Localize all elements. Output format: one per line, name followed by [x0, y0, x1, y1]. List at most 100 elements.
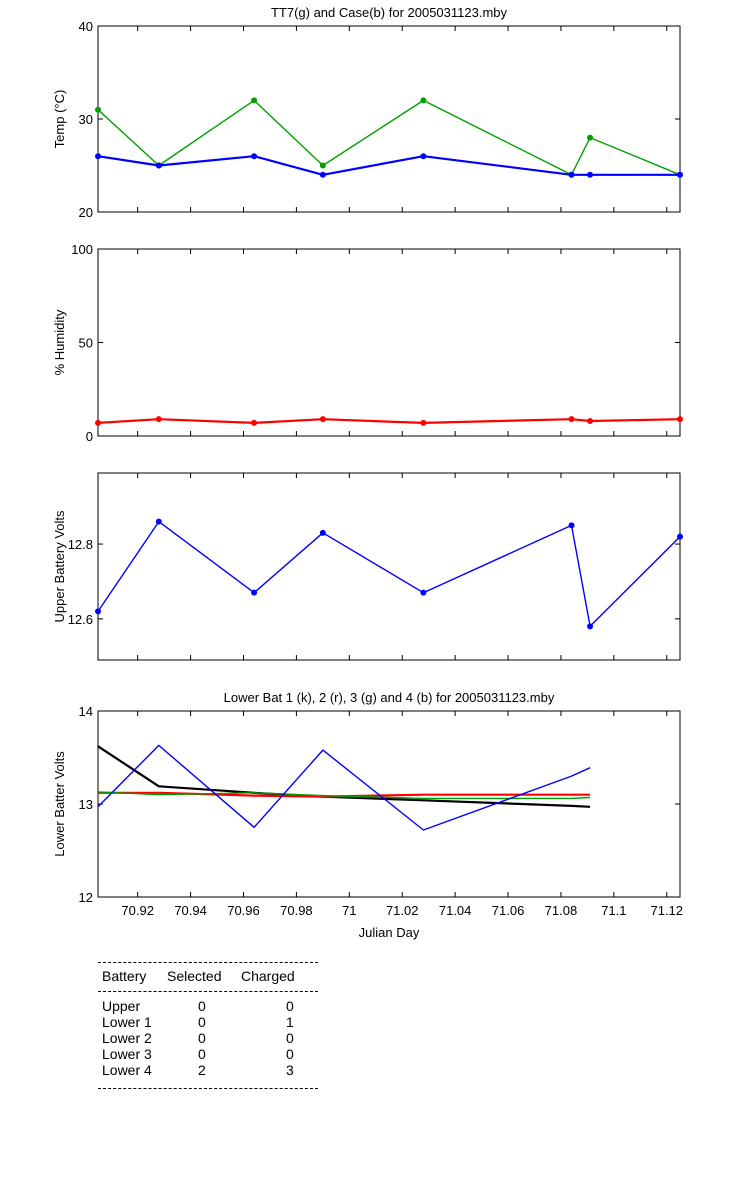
data-point: [420, 589, 427, 596]
data-point: [95, 153, 101, 160]
series-line-1: [97, 99, 681, 176]
axes-frame: [97, 472, 681, 661]
chart-figure: 20 30 40 TT7(g) and Case(b) for 2005031123.…: [52, 5, 683, 940]
data-point: [587, 623, 594, 630]
subplot-2: 0 50 100 % Humidity: [52, 242, 683, 444]
y-axis-label: Lower Batter Volts: [52, 751, 67, 857]
header-battery: Battery: [102, 968, 147, 984]
table-row: Lower 4 2 3: [98, 1062, 318, 1078]
x-axis-label: Julian Day: [359, 925, 420, 940]
header-selected: Selected: [167, 968, 222, 984]
y-axis-label: % Humidity: [52, 309, 67, 375]
chart-title: TT7(g) and Case(b) for 2005031123.mby: [271, 5, 508, 20]
series-line-2: [97, 155, 680, 176]
cell-selected: 2: [198, 1062, 206, 1078]
series-line-1: [97, 418, 681, 424]
battery-table: Battery Selected Charged Upper 0 0 Lower…: [98, 962, 318, 1089]
cell-selected: 0: [198, 1014, 206, 1030]
axes-frame: [97, 710, 681, 898]
x-tick-label: 70.98: [280, 903, 313, 918]
data-point: [568, 416, 575, 423]
table-header-row: Battery Selected Charged: [98, 968, 318, 984]
data-point: [319, 416, 326, 423]
data-point: [155, 518, 162, 525]
data-point: [677, 171, 683, 178]
table-row: Upper 0 0: [98, 998, 318, 1014]
cell-battery: Lower 1: [102, 1014, 152, 1030]
series-line-2: [98, 791, 591, 798]
series-line-1: [97, 520, 681, 627]
y-tick-label: 0: [86, 429, 93, 444]
series-line-3: [97, 791, 591, 800]
x-tick-label: 71.08: [545, 903, 578, 918]
data-point: [95, 106, 101, 113]
x-tick-label: 71.06: [492, 903, 525, 918]
cell-battery: Upper: [102, 998, 141, 1014]
table-bottom-rule: [98, 1088, 318, 1089]
data-point: [587, 134, 594, 141]
cell-charged: 0: [286, 998, 294, 1014]
y-axis-label: Temp (°C): [52, 90, 67, 149]
data-point: [251, 153, 258, 160]
data-point: [251, 589, 258, 596]
data-point: [420, 97, 427, 104]
cell-charged: 0: [286, 1030, 294, 1046]
y-tick-label: 14: [79, 704, 93, 719]
cell-charged: 0: [286, 1046, 294, 1062]
cell-selected: 0: [198, 1046, 206, 1062]
data-point: [155, 162, 162, 169]
cell-selected: 0: [198, 998, 206, 1014]
y-tick-label: 13: [79, 797, 93, 812]
subplot-4: 70.92 70.94 70.96 70.98 71 71.02 71.04 71.06 71.…: [52, 690, 683, 940]
data-point: [95, 608, 101, 615]
data-point: [251, 97, 258, 104]
data-point: [319, 162, 326, 169]
data-point: [587, 418, 594, 425]
y-tick-label: 30: [79, 112, 93, 127]
y-tick-label: 12: [79, 890, 93, 905]
x-tick-label: 70.92: [121, 903, 154, 918]
table-row: Lower 1 0 1: [98, 1014, 318, 1030]
subplot-1: 20 30 40 TT7(g) and Case(b) for 2005031123.…: [52, 5, 683, 220]
table-header-rule: [98, 991, 318, 992]
table-row: Lower 2 0 0: [98, 1030, 318, 1046]
cell-battery: Lower 4: [102, 1062, 152, 1078]
x-tick-label: 70.94: [174, 903, 207, 918]
data-point: [95, 419, 101, 426]
data-point: [420, 419, 427, 426]
series-line-4: [97, 744, 591, 831]
y-tick-label: 100: [71, 242, 93, 257]
y-tick-label: 12.6: [68, 612, 93, 627]
data-point: [319, 529, 326, 536]
data-point: [420, 153, 427, 160]
x-tick-label: 71: [342, 903, 356, 918]
data-point: [155, 416, 162, 423]
chart-title: Lower Bat 1 (k), 2 (r), 3 (g) and 4 (b) …: [224, 690, 555, 705]
data-point: [319, 171, 326, 178]
x-tick-label: 71.04: [439, 903, 472, 918]
data-point: [568, 522, 575, 529]
table-row: Lower 3 0 0: [98, 1046, 318, 1062]
cell-selected: 0: [198, 1030, 206, 1046]
cell-battery: Lower 2: [102, 1030, 152, 1046]
y-axis-label: Upper Battery Volts: [52, 510, 67, 622]
y-tick-label: 20: [79, 205, 93, 220]
x-tick-label: 70.96: [227, 903, 260, 918]
data-point: [677, 533, 683, 540]
axes-frame: [97, 25, 681, 213]
cell-charged: 3: [286, 1062, 294, 1078]
y-tick-label: 40: [79, 19, 93, 34]
x-tick-label: 71.1: [601, 903, 626, 918]
y-tick-label: 12.8: [68, 537, 93, 552]
cell-battery: Lower 3: [102, 1046, 152, 1062]
data-point: [587, 171, 594, 178]
axes-frame: [97, 248, 681, 437]
x-tick-label: 71.12: [650, 903, 683, 918]
table-top-rule: [98, 962, 318, 963]
data-point: [251, 419, 258, 426]
y-tick-label: 50: [79, 336, 93, 351]
header-charged: Charged: [241, 968, 295, 984]
x-tick-label: 71.02: [386, 903, 419, 918]
cell-charged: 1: [286, 1014, 294, 1030]
